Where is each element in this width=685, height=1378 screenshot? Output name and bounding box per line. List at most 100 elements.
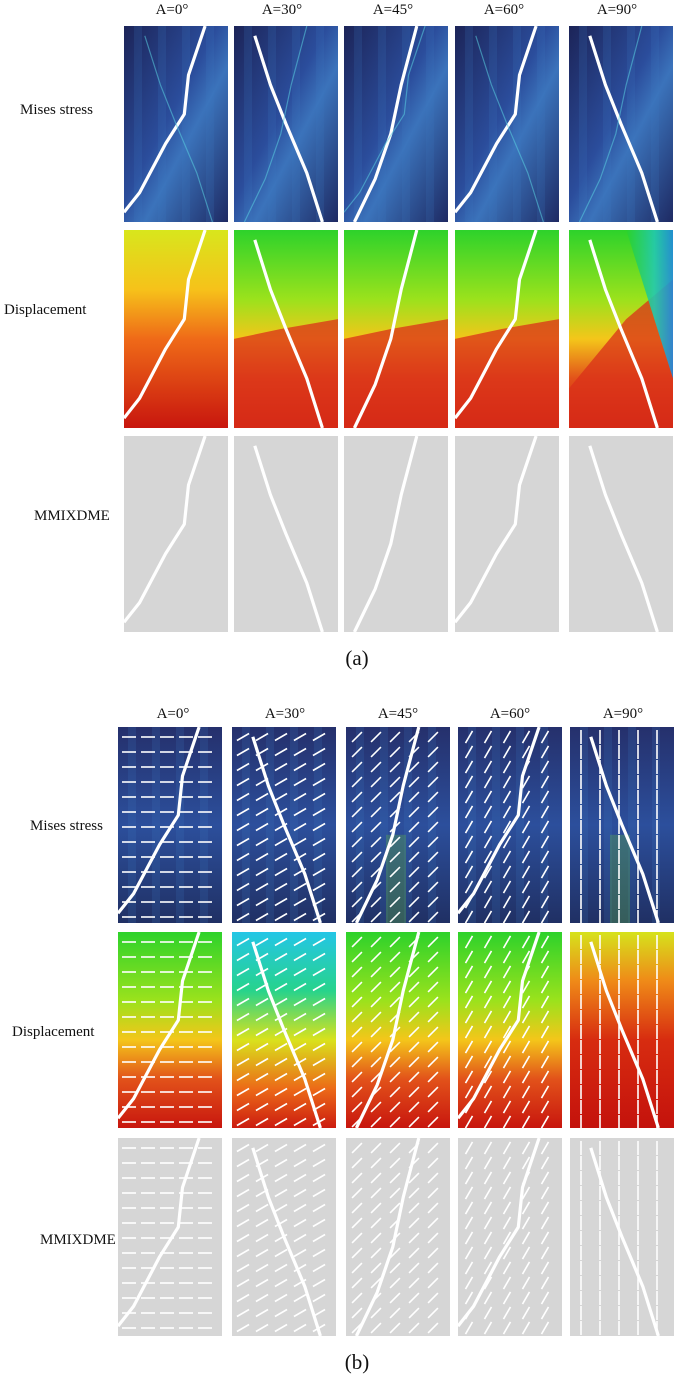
b-mmix-crack-4 [589,1147,660,1337]
b-fiber-dash [540,775,550,789]
b-fiber-dash [483,880,493,894]
b-fiber-dash [502,805,512,819]
b-fiber-dash [502,1085,512,1099]
b-fiber-dash [521,1055,531,1069]
b-stress-streak [580,727,588,923]
b-fiber-dash [483,895,493,909]
b-disp-tile-4 [570,932,674,1129]
b-fiber-dash [427,1217,439,1229]
a-disp-crack-1 [253,239,324,429]
a-stress-band-1 [243,25,308,223]
b-fiber-dash [521,1186,531,1200]
b-fiber-dash [312,1188,326,1198]
a-disp-tile-0 [122,229,228,428]
b-fiber-dash [521,775,531,789]
b-fiber-dash [540,1216,550,1230]
a-stress-band-2 [343,25,426,213]
b-fiber-dash [236,1102,250,1112]
b-fiber-dash [540,790,550,804]
b-fiber-dash [540,1070,550,1084]
a-stress-crack-3 [453,25,538,214]
b-fiber-dash [540,1055,550,1069]
b-fiber-dash [370,1247,382,1259]
a-stress-streak [134,26,142,222]
b-fiber-dash [293,1042,307,1052]
b-fiber-dash [464,1216,474,1230]
b-fiber-dash [255,1158,269,1168]
b-fiber-dash [483,1201,493,1215]
b-disp-tile-0 [116,931,222,1128]
b-fiber-dash [370,836,382,848]
b-fiber-dash [293,1308,307,1318]
b-fiber-dash [370,1292,382,1304]
b-fiber-dash [236,1143,250,1153]
b-fiber-dash [293,1278,307,1288]
b-stress-streak [314,727,322,923]
b-fiber-dash [521,910,531,924]
b-fiber-dash [274,882,288,892]
b-fiber-dash [540,1276,550,1290]
b-fiber-dash [236,1087,250,1097]
b-fiber-dash [236,1057,250,1067]
b-fiber-dash [351,1026,363,1038]
b-fiber-dash [521,805,531,819]
header-b-90: A=90° [602,706,644,722]
caption-b: (b) [344,1350,370,1374]
b-fiber-dash [274,807,288,817]
b-fiber-dash [521,1246,531,1260]
b-fiber-dash [351,1086,363,1098]
b-fiber-dash [483,1156,493,1170]
b-mmix-tile-0 [116,1137,222,1336]
b-fiber-dash [312,1042,326,1052]
b-fiber-dash [521,980,531,994]
a-stress-band-4 [578,25,643,223]
b-fiber-dash [236,1278,250,1288]
b-fiber-dash [293,1323,307,1333]
b-fiber-dash [236,1042,250,1052]
b-fiber-dash [427,1041,439,1053]
a-stress-tile-4 [569,25,673,223]
b-fiber-dash [274,837,288,847]
a-stress-streak [426,26,434,222]
b-fiber-dash [370,881,382,893]
b-fiber-dash [502,1156,512,1170]
b-fiber-dash [255,967,269,977]
b-fiber-dash [389,1307,401,1319]
b-fiber-dash [464,1040,474,1054]
b-fiber-dash [255,1323,269,1333]
b-fiber-dash [540,1141,550,1155]
b-fiber-dash [389,911,401,923]
a-stress-streak [489,26,497,222]
b-fiber-dash [312,747,326,757]
b-fiber-dash [464,1070,474,1084]
b-fiber-dash [293,982,307,992]
b-fiber-dash [255,1057,269,1067]
b-stress-streak [604,727,612,923]
b-fiber-dash [255,1233,269,1243]
b-stress-tile-4 [570,727,674,924]
b-fiber-dash [370,1232,382,1244]
b-fiber-dash [464,775,474,789]
b-fiber-dash [312,732,326,742]
a-stress-tile-1 [234,25,338,223]
b-fiber-dash [427,1026,439,1038]
b-fiber-dash [521,835,531,849]
b-fiber-dash [389,1142,401,1154]
b-fiber-dash [293,1218,307,1228]
b-fiber-dash [483,950,493,964]
b-fiber-dash [351,836,363,848]
a-stress-streak [206,26,214,222]
b-fiber-dash [483,1306,493,1320]
b-fiber-dash [255,1117,269,1127]
b-fiber-dash [255,852,269,862]
b-fiber-dash [255,792,269,802]
b-fiber-dash [483,1186,493,1200]
b-fiber-dash [351,966,363,978]
b-fiber-dash [274,1027,288,1037]
b-fiber-dash [540,730,550,744]
b-fiber-dash [236,747,250,757]
b-fiber-dash [502,1231,512,1245]
b-fiber-dash [408,981,420,993]
b-fiber-dash [255,1102,269,1112]
b-fiber-dash [293,1057,307,1067]
